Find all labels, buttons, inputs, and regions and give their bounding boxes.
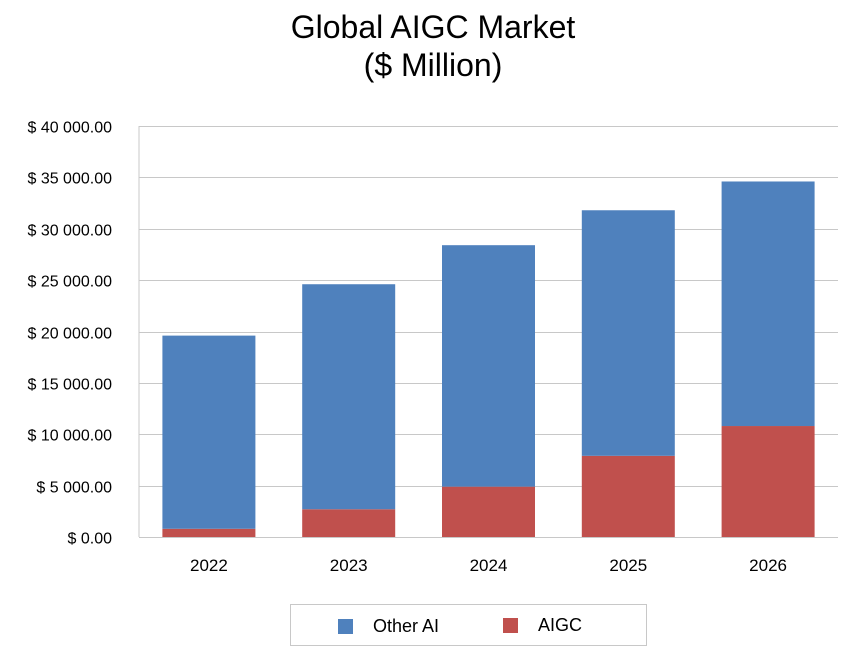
x-tick-label-2023: 2023 xyxy=(330,556,368,575)
legend-swatch-other-ai xyxy=(338,618,353,634)
x-tick-label-2024: 2024 xyxy=(470,556,508,575)
legend-item-other-ai: Other AI xyxy=(338,615,439,637)
bars-layer xyxy=(162,181,815,537)
y-tick-label-1: $ 5 000.00 xyxy=(36,480,112,497)
legend-label-aigc: AIGC xyxy=(538,614,583,635)
bar-other-ai-2026 xyxy=(721,181,815,427)
legend-swatch-aigc xyxy=(503,617,518,633)
bar-aigc-2025 xyxy=(581,455,675,537)
y-tick-label-7: $ 35 000.00 xyxy=(27,171,112,188)
x-tick-label-2026: 2026 xyxy=(749,556,787,575)
legend-label-other-ai: Other AI xyxy=(373,615,440,636)
bar-aigc-2022 xyxy=(162,528,256,537)
y-tick-label-3: $ 15 000.00 xyxy=(27,377,112,394)
bar-other-ai-2024 xyxy=(442,245,535,487)
x-tick-label-2025: 2025 xyxy=(609,556,647,575)
bar-aigc-2026 xyxy=(721,426,815,537)
bar-aigc-2024 xyxy=(442,486,535,537)
bar-other-ai-2022 xyxy=(162,335,256,529)
legend: Other AI AIGC xyxy=(290,604,647,646)
bar-other-ai-2023 xyxy=(302,284,396,510)
chart-title: Global AIGC Market ($ Million) xyxy=(0,8,848,84)
y-tick-label-6: $ 30 000.00 xyxy=(27,223,112,240)
y-tick-label-2: $ 10 000.00 xyxy=(27,428,112,445)
y-tick-label-8: $ 40 000.00 xyxy=(27,120,112,137)
chart-plot: $ 0.00 $ 5 000.00 $ 10 000.00 $ 15 000.00 $ … xyxy=(27,120,838,576)
y-tick-label-0: $ 0.00 xyxy=(68,531,113,548)
x-tick-label-2022: 2022 xyxy=(190,556,228,575)
labels-layer: $ 0.00 $ 5 000.00 $ 10 000.00 $ 15 000.00 $ … xyxy=(27,120,787,576)
y-tick-label-5: $ 25 000.00 xyxy=(27,274,112,291)
chart-title-line-2: ($ Million) xyxy=(363,47,503,83)
chart-title-line-1: Global AIGC Market xyxy=(290,9,576,45)
legend-item-aigc: AIGC xyxy=(503,614,582,636)
bar-aigc-2023 xyxy=(302,509,396,537)
y-tick-label-4: $ 20 000.00 xyxy=(27,326,112,343)
bar-other-ai-2025 xyxy=(581,210,675,456)
